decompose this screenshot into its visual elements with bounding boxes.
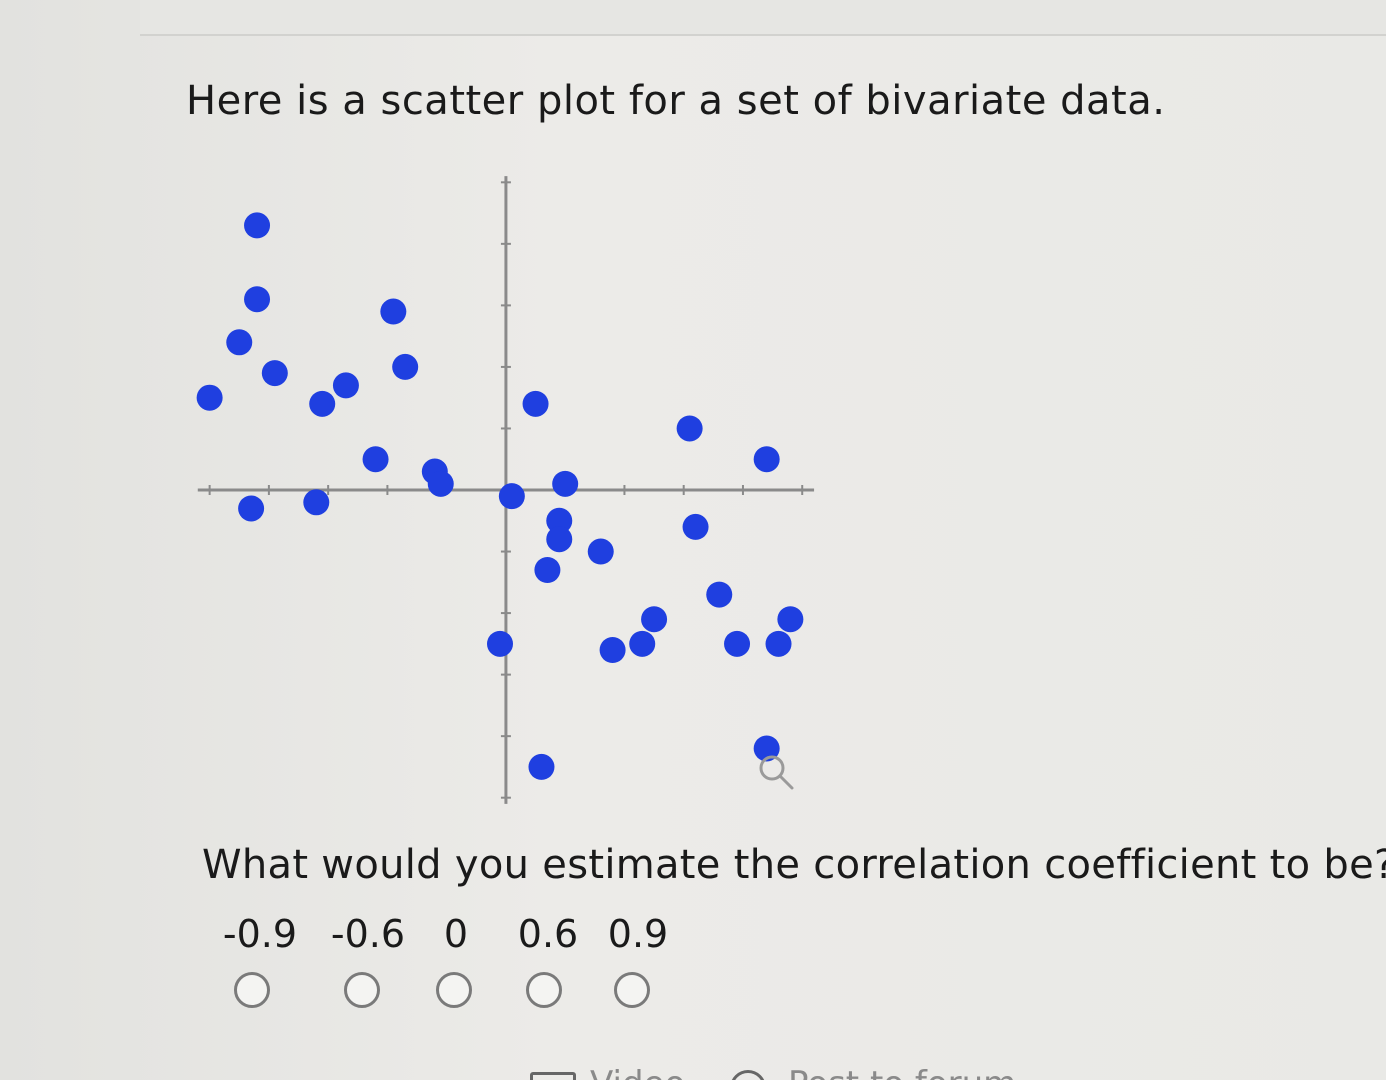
data-point [546,507,573,534]
data-point [427,470,454,497]
radio-neg-0-6[interactable] [344,972,380,1008]
choice-0: 0 [406,912,506,1012]
data-point [392,353,419,380]
radio-0[interactable] [436,972,472,1008]
data-point [303,489,330,516]
data-point [546,526,573,553]
data-point [226,329,253,356]
choice-label: 0.6 [517,912,579,956]
data-point [777,606,804,633]
video-link[interactable]: Video [590,1064,685,1080]
data-point [724,630,751,657]
choice-label: 0.9 [607,912,669,956]
data-point [676,415,703,442]
data-point [534,557,561,583]
data-point [753,735,780,762]
data-point [309,390,336,417]
radio-0-9[interactable] [614,972,650,1008]
radio-neg-0-9[interactable] [234,972,270,1008]
choice-label: 0 [443,912,469,956]
choice-label: -0.9 [222,912,298,956]
data-point [362,446,389,473]
data-point [261,360,288,387]
data-point [765,630,792,657]
plot-ticks [208,181,804,799]
radio-0-6[interactable] [526,972,562,1008]
prompt-text: Here is a scatter plot for a set of biva… [186,78,1166,124]
magnifier-icon[interactable] [759,755,794,790]
data-point [629,630,656,657]
data-point [599,637,626,663]
video-icon[interactable] [530,1072,576,1080]
scatter-plot [196,176,815,804]
data-point [528,753,555,780]
choice-label: -0.6 [330,912,406,956]
data-point [706,581,733,608]
choice-neg-0-9: -0.9 [210,912,310,1012]
data-point [498,483,525,510]
top-bar [140,0,1386,36]
speech-bubble-icon[interactable] [730,1070,766,1080]
answer-choices: -0.9 -0.6 0 0.6 0.9 [210,912,690,1012]
choice-0-9: 0.9 [588,912,688,1012]
choice-neg-0-6: -0.6 [318,912,418,1012]
data-point [641,606,668,633]
question-text: What would you estimate the correlation … [202,842,1386,888]
data-point [552,470,579,497]
bottom-links: Video Post to forum [520,1052,1120,1080]
data-point [380,298,407,325]
plot-points [196,212,804,780]
data-point [244,212,271,239]
data-point [238,495,265,522]
data-point [522,390,549,417]
post-to-forum-link[interactable]: Post to forum [788,1064,1016,1080]
data-point [196,384,223,411]
data-point [682,513,709,540]
data-point [487,630,513,657]
data-point [244,286,271,313]
data-point [587,538,614,565]
data-point [753,446,780,473]
data-point [332,372,359,399]
choice-0-6: 0.6 [498,912,598,1012]
